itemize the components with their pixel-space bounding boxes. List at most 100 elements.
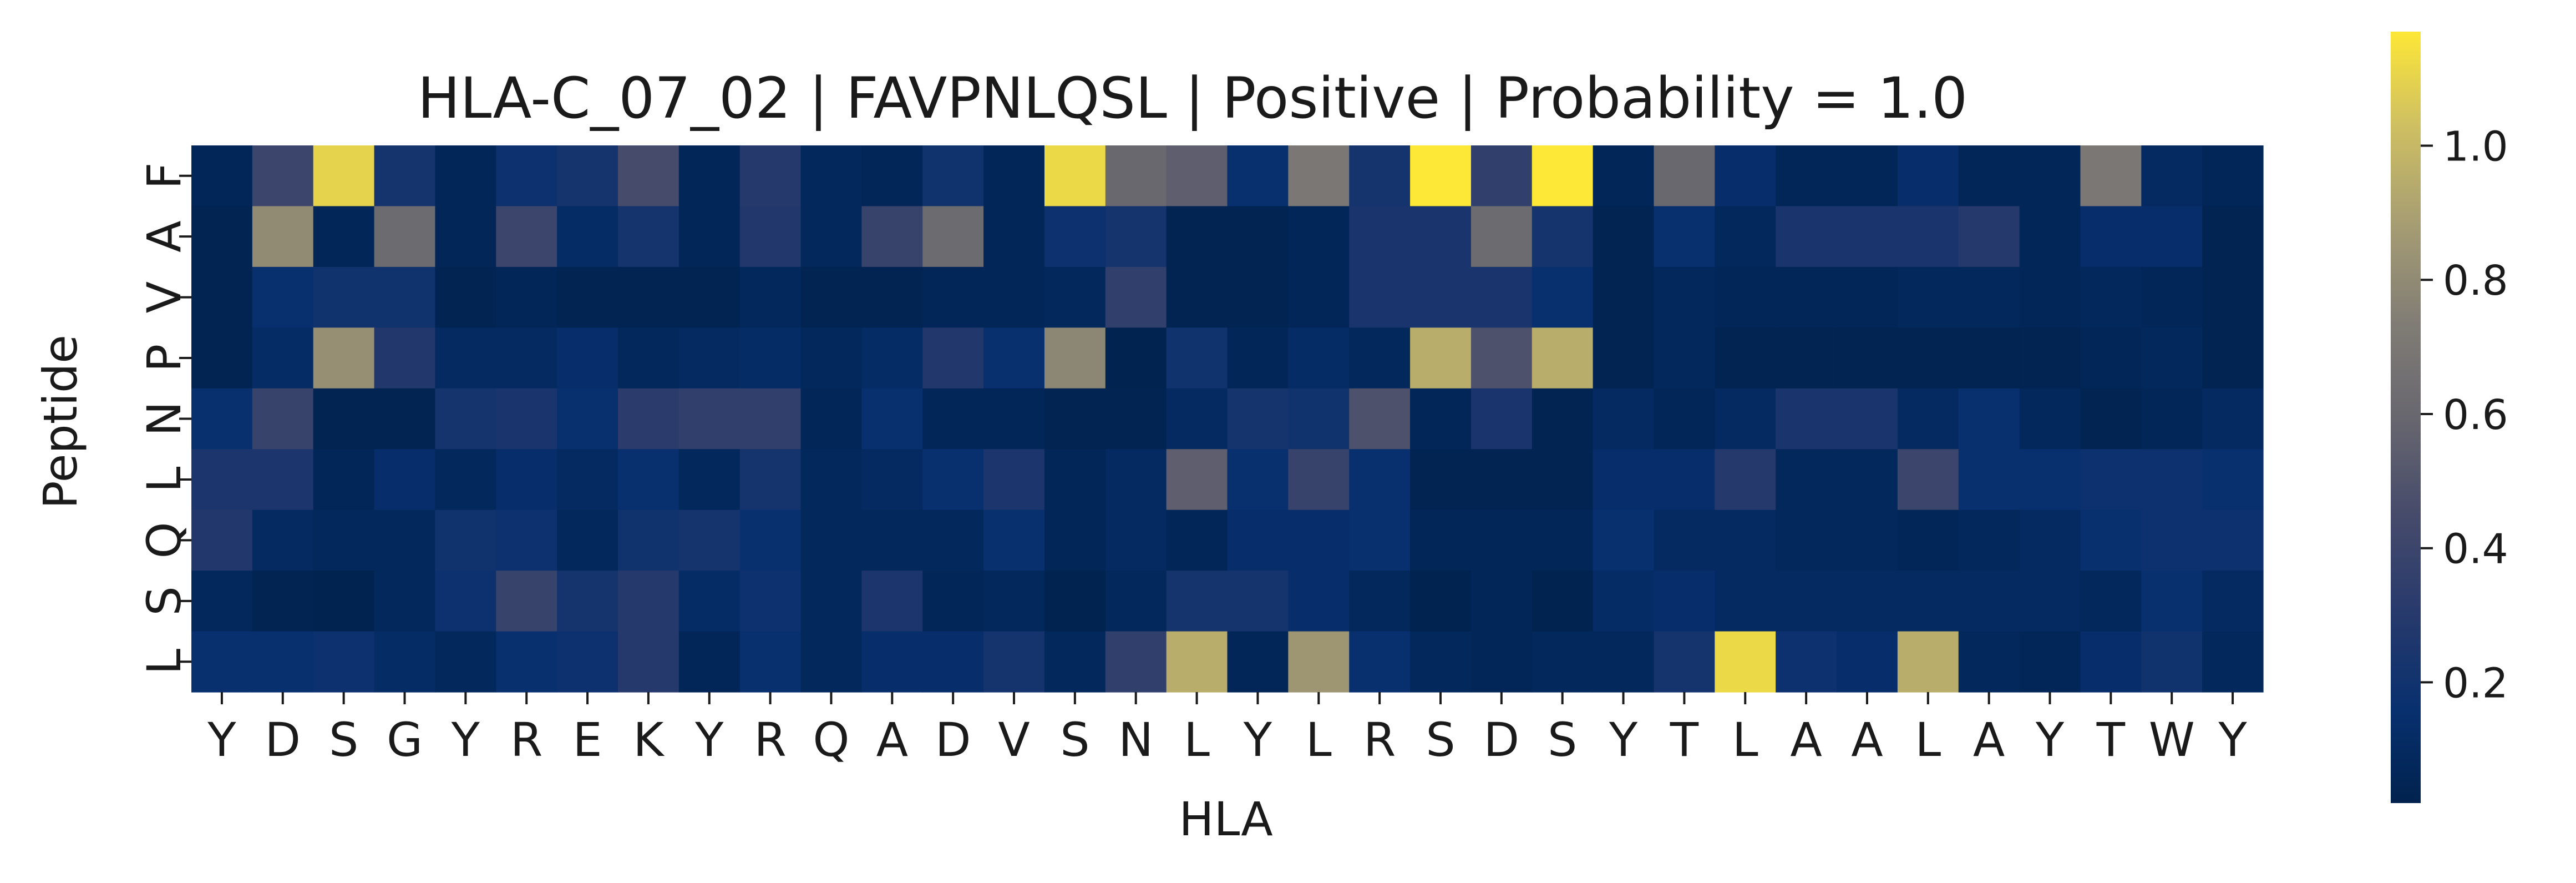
heatmap-cell <box>1410 327 1471 388</box>
heatmap-cell <box>1167 327 1228 388</box>
heatmap-cell <box>1776 145 1837 206</box>
heatmap-cell <box>1044 145 1106 206</box>
heatmap-cell <box>435 510 496 571</box>
heatmap-cell <box>740 206 801 267</box>
heatmap-cell <box>1106 571 1167 632</box>
heatmap-cell <box>861 449 922 510</box>
heatmap-cell <box>1288 206 1349 267</box>
heatmap-cell <box>2020 388 2081 450</box>
x-tick-label: Y <box>2035 713 2065 767</box>
heatmap-cell <box>1715 388 1776 450</box>
heatmap-cell <box>1044 510 1106 571</box>
y-tick-label: S <box>137 586 191 615</box>
heatmap-cell <box>2020 327 2081 388</box>
heatmap-cell <box>1288 632 1349 693</box>
heatmap-cell <box>252 327 313 388</box>
heatmap-cell <box>1776 632 1837 693</box>
heatmap-cell <box>922 510 983 571</box>
heatmap-cell <box>1837 571 1898 632</box>
heatmap-cell <box>374 449 435 510</box>
heatmap-cell <box>313 449 374 510</box>
colorbar-tick-label: 1.0 <box>2443 123 2508 170</box>
heatmap-cell <box>496 449 557 510</box>
heatmap-cell <box>1532 449 1593 510</box>
heatmap-cell <box>1471 145 1532 206</box>
heatmap-cell <box>191 206 252 267</box>
heatmap-cell <box>1288 145 1349 206</box>
heatmap-cell <box>679 571 740 632</box>
heatmap-cell <box>922 206 983 267</box>
heatmap-cell <box>740 388 801 450</box>
heatmap-cell <box>252 571 313 632</box>
heatmap-cell <box>1532 267 1593 328</box>
heatmap-cells <box>191 145 2264 693</box>
heatmap-cell <box>1959 632 2020 693</box>
heatmap-cell <box>252 449 313 510</box>
heatmap-cell <box>679 449 740 510</box>
heatmap-cell <box>1898 145 1959 206</box>
heatmap-cell <box>2202 267 2263 328</box>
heatmap-cell <box>740 145 801 206</box>
heatmap-cell <box>252 388 313 450</box>
heatmap-cell <box>2141 632 2202 693</box>
x-tick-label: W <box>2149 713 2195 767</box>
heatmap-cell <box>1715 267 1776 328</box>
heatmap-cell <box>1959 449 2020 510</box>
heatmap-cell <box>740 327 801 388</box>
heatmap-cell <box>1044 632 1106 693</box>
heatmap-cell <box>1654 571 1715 632</box>
heatmap-cell <box>1898 632 1959 693</box>
heatmap-cell <box>2141 327 2202 388</box>
heatmap-cell <box>2202 510 2263 571</box>
heatmap-cell <box>1532 145 1593 206</box>
x-tick-label: S <box>329 713 358 767</box>
heatmap-cell <box>2141 571 2202 632</box>
heatmap-cell <box>374 388 435 450</box>
heatmap-cell <box>1471 510 1532 571</box>
heatmap-cell <box>2202 571 2263 632</box>
heatmap-cell <box>313 388 374 450</box>
heatmap-cell <box>2080 267 2141 328</box>
heatmap-cell <box>2202 206 2263 267</box>
colorbar-tick-label: 0.6 <box>2443 391 2508 439</box>
heatmap-cell <box>801 510 862 571</box>
heatmap-cell <box>801 632 862 693</box>
heatmap-cell <box>1106 632 1167 693</box>
heatmap-cell <box>1167 267 1228 328</box>
heatmap-cell <box>618 571 679 632</box>
heatmap-cell <box>2141 388 2202 450</box>
heatmap-cell <box>1532 571 1593 632</box>
heatmap-cell <box>1471 449 1532 510</box>
heatmap-cell <box>1715 449 1776 510</box>
heatmap-cell <box>679 145 740 206</box>
heatmap-cell <box>1837 510 1898 571</box>
x-tick-label: Y <box>451 713 480 767</box>
heatmap-cell <box>983 206 1044 267</box>
heatmap-cell <box>1593 632 1654 693</box>
heatmap-cell <box>435 206 496 267</box>
heatmap-cell <box>1106 145 1167 206</box>
heatmap-cell <box>922 571 983 632</box>
x-tick-label: A <box>876 713 908 767</box>
heatmap-cell <box>2020 206 2081 267</box>
heatmap-cell <box>740 510 801 571</box>
y-tick-label: A <box>137 220 191 252</box>
heatmap-cell <box>801 571 862 632</box>
x-tick-label: Y <box>1243 713 1272 767</box>
heatmap-cell <box>1898 206 1959 267</box>
heatmap-cell <box>861 388 922 450</box>
heatmap-cell <box>740 267 801 328</box>
heatmap-cell <box>313 510 374 571</box>
heatmap-cell <box>618 632 679 693</box>
heatmap-cell <box>679 267 740 328</box>
heatmap-cell <box>1167 510 1228 571</box>
y-tick-label: P <box>137 344 191 372</box>
heatmap-cell <box>1959 510 2020 571</box>
heatmap-cell <box>2141 267 2202 328</box>
heatmap-cell <box>1898 571 1959 632</box>
y-tick-label: F <box>137 163 191 189</box>
heatmap-cell <box>861 632 922 693</box>
heatmap-cell <box>618 510 679 571</box>
heatmap-cell <box>1349 449 1410 510</box>
